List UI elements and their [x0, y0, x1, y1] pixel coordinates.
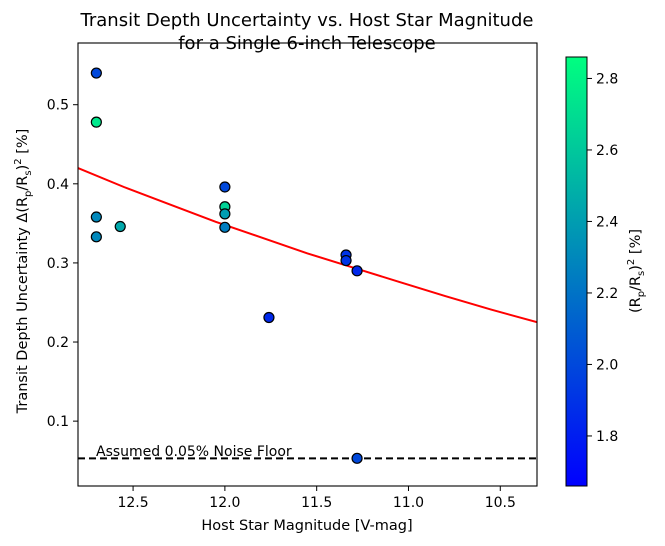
y-tick-label: 0.3 — [47, 256, 69, 272]
chart-title-line1: Transit Depth Uncertainty vs. Host Star … — [80, 10, 534, 31]
x-tick-label: 11.5 — [301, 495, 332, 511]
colorbar-tick-label: 2.2 — [596, 286, 618, 302]
data-point — [351, 265, 363, 277]
fit-curve-layer — [78, 167, 537, 324]
data-point — [351, 452, 363, 464]
y-tick-label: 0.2 — [47, 335, 69, 351]
data-point — [90, 211, 102, 223]
colorbar — [565, 56, 588, 487]
data-point — [219, 221, 231, 233]
y-tick-label: 0.4 — [47, 177, 69, 193]
colorbar-tick-label: 2.6 — [596, 143, 618, 159]
colorbar-tick-label: 2.8 — [596, 71, 618, 87]
colorbar-label: (Rp/Rs)2 [%] — [626, 229, 647, 313]
x-axis-ticks: 12.5 12.0 11.5 11.0 10.5 — [117, 486, 516, 511]
y-axis-label: Transit Depth Uncertainty Δ(Rp/Rs)2 [%] — [13, 129, 34, 415]
data-point — [90, 231, 102, 243]
x-tick-label: 12.0 — [209, 495, 240, 511]
data-point — [219, 208, 231, 220]
colorbar-tick-label: 1.8 — [596, 429, 618, 445]
data-point — [114, 220, 126, 233]
scatter-points-layer — [90, 67, 363, 464]
data-point — [219, 181, 231, 193]
noise-floor-label: Assumed 0.05% Noise Floor — [96, 444, 292, 460]
colorbar-ticks: 1.8 2.0 2.2 2.4 2.6 2.8 — [587, 71, 618, 445]
data-point — [90, 116, 102, 128]
y-tick-label: 0.1 — [47, 414, 69, 430]
fit-curve — [78, 167, 537, 324]
data-point — [90, 67, 102, 79]
colorbar-tick-label: 2.0 — [596, 357, 618, 373]
y-tick-label: 0.5 — [47, 98, 69, 114]
x-tick-label: 10.5 — [485, 495, 516, 511]
y-axis-ticks: 0.1 0.2 0.3 0.4 0.5 — [47, 98, 78, 430]
data-point — [263, 311, 275, 324]
plot-frame — [77, 42, 538, 487]
x-tick-label: 11.0 — [393, 495, 424, 511]
x-tick-label: 12.5 — [117, 495, 148, 511]
colorbar-tick-label: 2.4 — [596, 214, 618, 230]
data-point — [340, 254, 352, 267]
x-axis-label: Host Star Magnitude [V-mag] — [201, 518, 412, 534]
